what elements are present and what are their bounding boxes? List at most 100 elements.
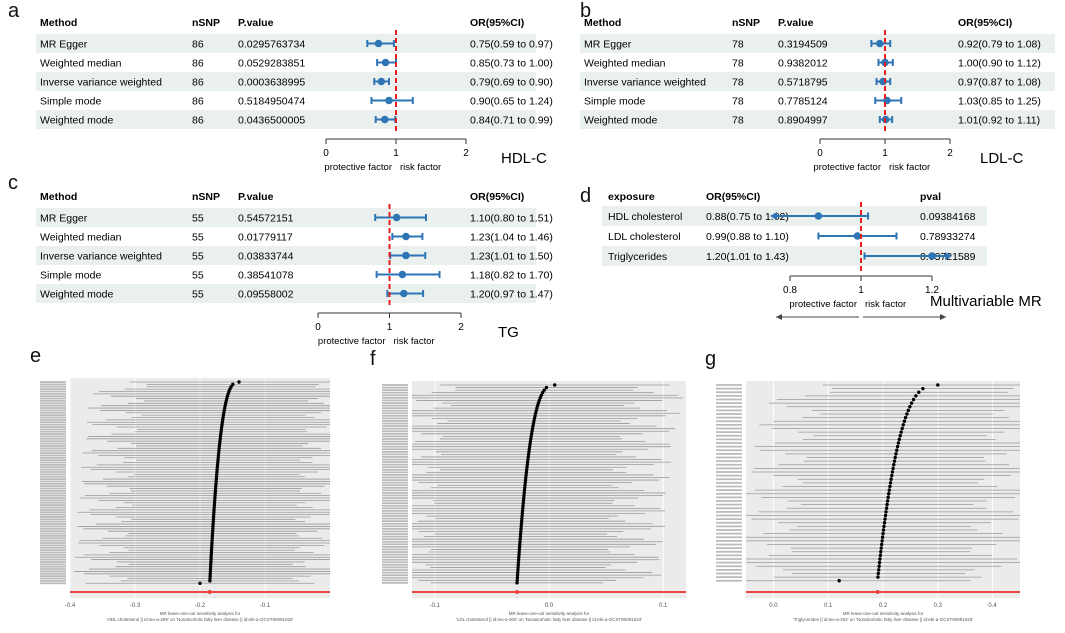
snp-label (382, 510, 408, 512)
snp-label (382, 399, 408, 402)
snp-point (533, 414, 537, 418)
snp-label (40, 572, 66, 575)
snp-label (716, 423, 742, 426)
snp-label (716, 485, 742, 488)
snp-point (528, 439, 533, 444)
axis-tick-label: 1 (858, 285, 864, 296)
snp-label (382, 515, 408, 517)
all-snp-point (875, 590, 880, 594)
or-ci-value: 1.23(1.01 to 1.50) (470, 251, 553, 263)
snp-point (519, 519, 524, 523)
snp-point (523, 483, 527, 487)
snp-label (716, 387, 742, 390)
method-label: MR Egger (40, 213, 88, 225)
snp-point (899, 430, 903, 434)
axis-tick-label: 2 (947, 148, 953, 159)
snp-point (901, 423, 905, 427)
snp-label (382, 420, 408, 422)
snp-label (382, 474, 408, 476)
snp-label (40, 402, 66, 405)
snp-label (716, 398, 742, 401)
snp-label (716, 449, 742, 452)
snp-point (885, 499, 890, 503)
or-ci-value: 1.01(0.92 to 1.11) (958, 115, 1040, 127)
snp-point (525, 468, 529, 472)
snp-label (716, 478, 742, 481)
column-header: OR(95%CI) (706, 191, 760, 203)
snp-label (382, 538, 408, 541)
snp-point (532, 416, 537, 421)
snp-label (382, 512, 408, 515)
snp-label (40, 428, 66, 431)
snp-label (382, 461, 408, 463)
all-snp-point (515, 590, 520, 594)
loo-panel-f: -0.1 0.0 0.1 MR leave-one-out sensitivity a… (372, 375, 692, 630)
snp-label (382, 543, 408, 546)
snp-point (877, 560, 882, 565)
snp-point (914, 394, 918, 398)
snp-label (40, 423, 66, 426)
column-header: OR(95%CI) (470, 17, 524, 29)
snp-label (716, 558, 742, 560)
panel-letter-a: a (8, 0, 20, 22)
snp-point (525, 465, 529, 469)
snp-label (716, 481, 742, 484)
snp-label (40, 400, 66, 402)
snp-label (40, 511, 66, 514)
column-header: Method (40, 17, 77, 29)
snp-label (40, 475, 66, 478)
snp-label (382, 432, 408, 435)
snp-label (716, 561, 742, 564)
snp-point (879, 542, 884, 547)
snp-point (516, 570, 520, 575)
snp-label (40, 492, 66, 495)
snp-label (382, 527, 408, 530)
snp-label (382, 579, 408, 582)
snp-label (40, 397, 66, 400)
column-header: OR(95%CI) (958, 17, 1012, 29)
snp-point (516, 568, 520, 572)
axis-tick-label: 0.2 (879, 603, 888, 609)
snp-point (527, 444, 532, 449)
snp-point (530, 426, 535, 431)
forest-plot-a: Method nSNP P.value OR(95%CI) MR Egger 86 0.02… (36, 17, 553, 172)
snp-point (526, 452, 531, 457)
snp-label (40, 553, 66, 556)
p-value: 0.09384168 (920, 211, 976, 223)
row-band (36, 208, 536, 227)
snp-label (382, 456, 408, 458)
snp-label (40, 532, 66, 535)
snp-point (898, 434, 902, 438)
snp-label (40, 381, 66, 383)
snp-label (382, 409, 408, 412)
snp-label (382, 492, 408, 494)
snp-label (382, 450, 408, 453)
column-header: Method (584, 17, 621, 29)
nsnp-value: 86 (192, 96, 204, 108)
panel-letter-g: g (705, 348, 717, 370)
snp-point (516, 563, 520, 567)
row-band (580, 34, 1055, 53)
method-label: Weighted mode (40, 289, 114, 301)
snp-label (382, 520, 408, 523)
snp-label (716, 568, 742, 571)
snp-label (716, 467, 742, 470)
row-band (36, 34, 536, 53)
snp-point (906, 408, 911, 413)
snp-point (888, 481, 893, 485)
snp-point (880, 539, 884, 543)
point-estimate (398, 270, 407, 279)
nsnp-value: 55 (192, 251, 204, 263)
snp-label (40, 480, 66, 483)
axis-tick-label: 2 (463, 148, 469, 159)
method-label: Weighted median (40, 58, 122, 70)
snp-label (40, 426, 66, 428)
snp-point (908, 405, 912, 409)
snp-point (883, 517, 887, 521)
point-estimate (385, 96, 393, 105)
forest-plot-d: exposure OR(95%CI) pval HDL cholesterol 0.88… (602, 191, 1042, 320)
row-band (36, 110, 536, 129)
snp-label (716, 452, 742, 455)
snp-label (40, 468, 66, 471)
snp-point (231, 382, 235, 387)
